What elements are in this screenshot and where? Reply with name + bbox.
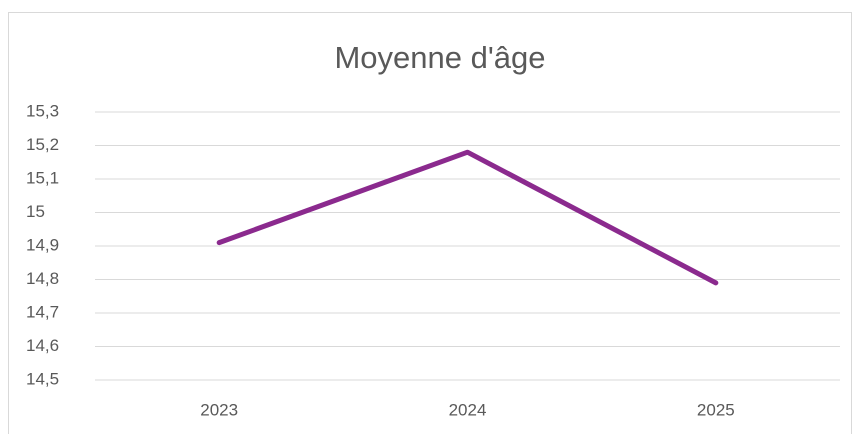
y-tick-label: 15,2 (26, 135, 59, 154)
x-tick-label: 2025 (697, 400, 735, 419)
y-tick-label: 15,3 (26, 101, 59, 120)
y-tick-label: 14,7 (26, 302, 59, 321)
y-tick-label: 14,5 (26, 369, 59, 388)
chart-title: Moyenne d'âge (334, 40, 545, 75)
x-tick-label: 2024 (449, 400, 487, 419)
x-tick-label: 2023 (200, 400, 238, 419)
y-tick-label: 14,6 (26, 336, 59, 355)
chart-frame (8, 12, 852, 439)
y-tick-label: 15 (26, 202, 45, 221)
y-tick-label: 15,1 (26, 168, 59, 187)
data-line (216, 149, 719, 286)
y-tick-label: 14,9 (26, 235, 59, 254)
y-tick-label: 14,8 (26, 269, 59, 288)
